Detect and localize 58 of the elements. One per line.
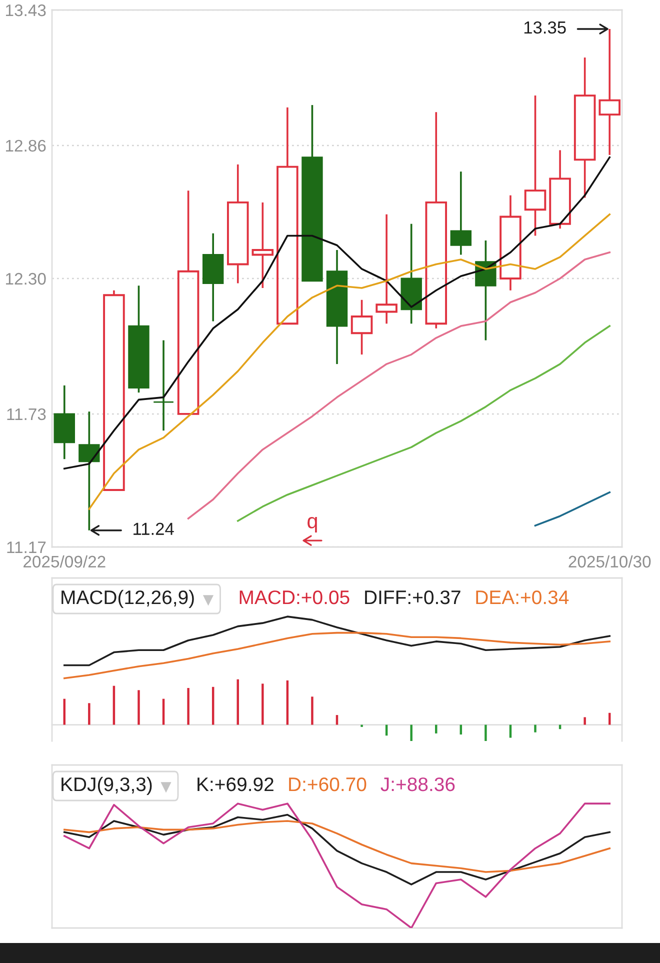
bar — [311, 696, 314, 725]
bar — [138, 690, 140, 725]
candlestick — [350, 298, 373, 356]
bar — [336, 715, 338, 725]
annotation: 11.24 — [134, 522, 174, 535]
line-series — [63, 156, 611, 470]
bar — [509, 724, 512, 738]
bar — [484, 724, 487, 741]
y-tick-label: 12.30 — [6, 272, 46, 285]
candlestick — [226, 164, 249, 284]
candlestick — [54, 384, 75, 460]
candlestick — [500, 194, 522, 292]
candlestick — [152, 339, 174, 432]
text: MACD:+0.05 — [240, 590, 350, 604]
annotation: 13.35 — [524, 21, 566, 34]
candlestick — [574, 56, 596, 199]
series-label: DIFF:+0.37 — [365, 590, 460, 604]
candlestick — [524, 94, 546, 237]
y-tick-label: 11.73 — [7, 408, 46, 420]
candlestick — [400, 222, 422, 325]
bar — [608, 712, 611, 725]
candlestick — [376, 213, 398, 325]
bar — [584, 717, 586, 725]
candlestick — [326, 249, 348, 365]
series-label: K:+69.92 — [198, 777, 274, 792]
bar — [236, 679, 239, 725]
candlestick — [177, 190, 200, 415]
annotation: q — [308, 516, 317, 532]
candlestick — [252, 202, 274, 289]
bar — [112, 686, 116, 725]
line-series — [88, 213, 611, 510]
series-label: DEA:+0.34 — [476, 590, 569, 604]
bar — [212, 686, 214, 725]
bar — [534, 724, 536, 732]
candlestick — [450, 170, 472, 256]
bar — [88, 703, 90, 725]
chart-title: KDJ(9,3,3) — [62, 776, 152, 796]
bar — [262, 684, 264, 725]
candlestick — [78, 410, 100, 532]
y-tick-label: 13.43 — [6, 4, 46, 16]
text: J:+88.36 — [380, 777, 455, 792]
x-tick-label: 2025/10/30 — [568, 555, 651, 568]
candlestick — [302, 104, 323, 282]
series-label: D:+60.70 — [289, 777, 366, 792]
line-series — [534, 491, 611, 527]
candlestick — [276, 106, 298, 325]
candlestick — [425, 111, 448, 330]
bar — [410, 724, 412, 741]
x-tick-label: 2025/09/22 — [24, 555, 106, 568]
candlestick — [598, 28, 620, 156]
y-tick-label: 12.86 — [6, 140, 46, 152]
chart-title: MACD(12,26,9) — [62, 590, 194, 608]
bar — [286, 680, 289, 725]
bar — [162, 698, 165, 725]
bar — [63, 698, 66, 725]
y-tick-label: 11.17 — [7, 542, 46, 554]
bar — [187, 688, 190, 725]
candlestick — [202, 232, 224, 322]
